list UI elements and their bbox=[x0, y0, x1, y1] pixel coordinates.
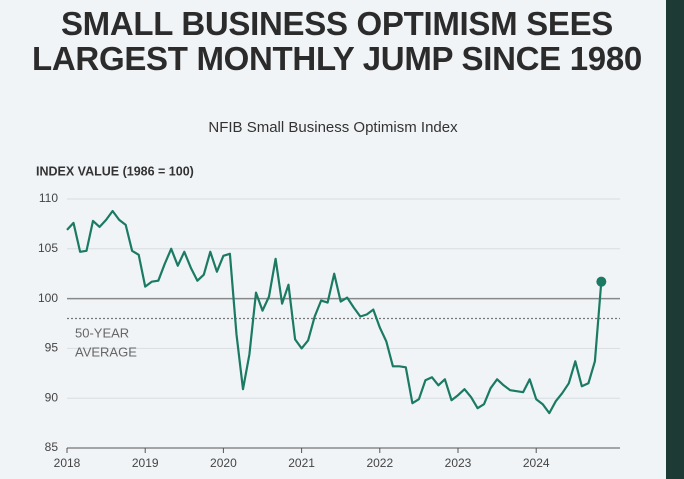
annotation-line: AVERAGE bbox=[75, 345, 137, 360]
chart: INDEX VALUE (1986 = 100) 85 90 95 100 105 110… bbox=[36, 164, 620, 470]
y-tick-label: 85 bbox=[45, 440, 59, 454]
chart-title: SMALL BUSINESS OPTIMISM SEES LARGEST MON… bbox=[32, 5, 642, 77]
x-tick-label: 2021 bbox=[288, 456, 315, 470]
x-tick-label: 2024 bbox=[523, 456, 550, 470]
x-tick-label: 2023 bbox=[445, 456, 472, 470]
y-axis-label: INDEX VALUE (1986 = 100) bbox=[36, 164, 194, 178]
y-tick-label: 105 bbox=[38, 241, 58, 255]
x-tick-label: 2022 bbox=[366, 456, 393, 470]
data-line bbox=[66, 209, 603, 415]
y-tick-label: 90 bbox=[45, 390, 59, 404]
y-tick-label: 95 bbox=[45, 341, 59, 355]
edge bbox=[666, 0, 684, 479]
x-tick-label: 2020 bbox=[210, 456, 237, 470]
x-tick-label: 2018 bbox=[54, 456, 81, 470]
x-tick-label: 2019 bbox=[132, 456, 159, 470]
annotation: 50-YEAR AVERAGE bbox=[75, 326, 137, 360]
annotation-line: 50-YEAR bbox=[75, 326, 129, 341]
end-point bbox=[596, 276, 607, 287]
y-tick-label: 100 bbox=[38, 291, 58, 305]
y-tick-label: 110 bbox=[39, 191, 58, 205]
chart-subtitle: NFIB Small Business Optimism Index bbox=[208, 119, 458, 136]
